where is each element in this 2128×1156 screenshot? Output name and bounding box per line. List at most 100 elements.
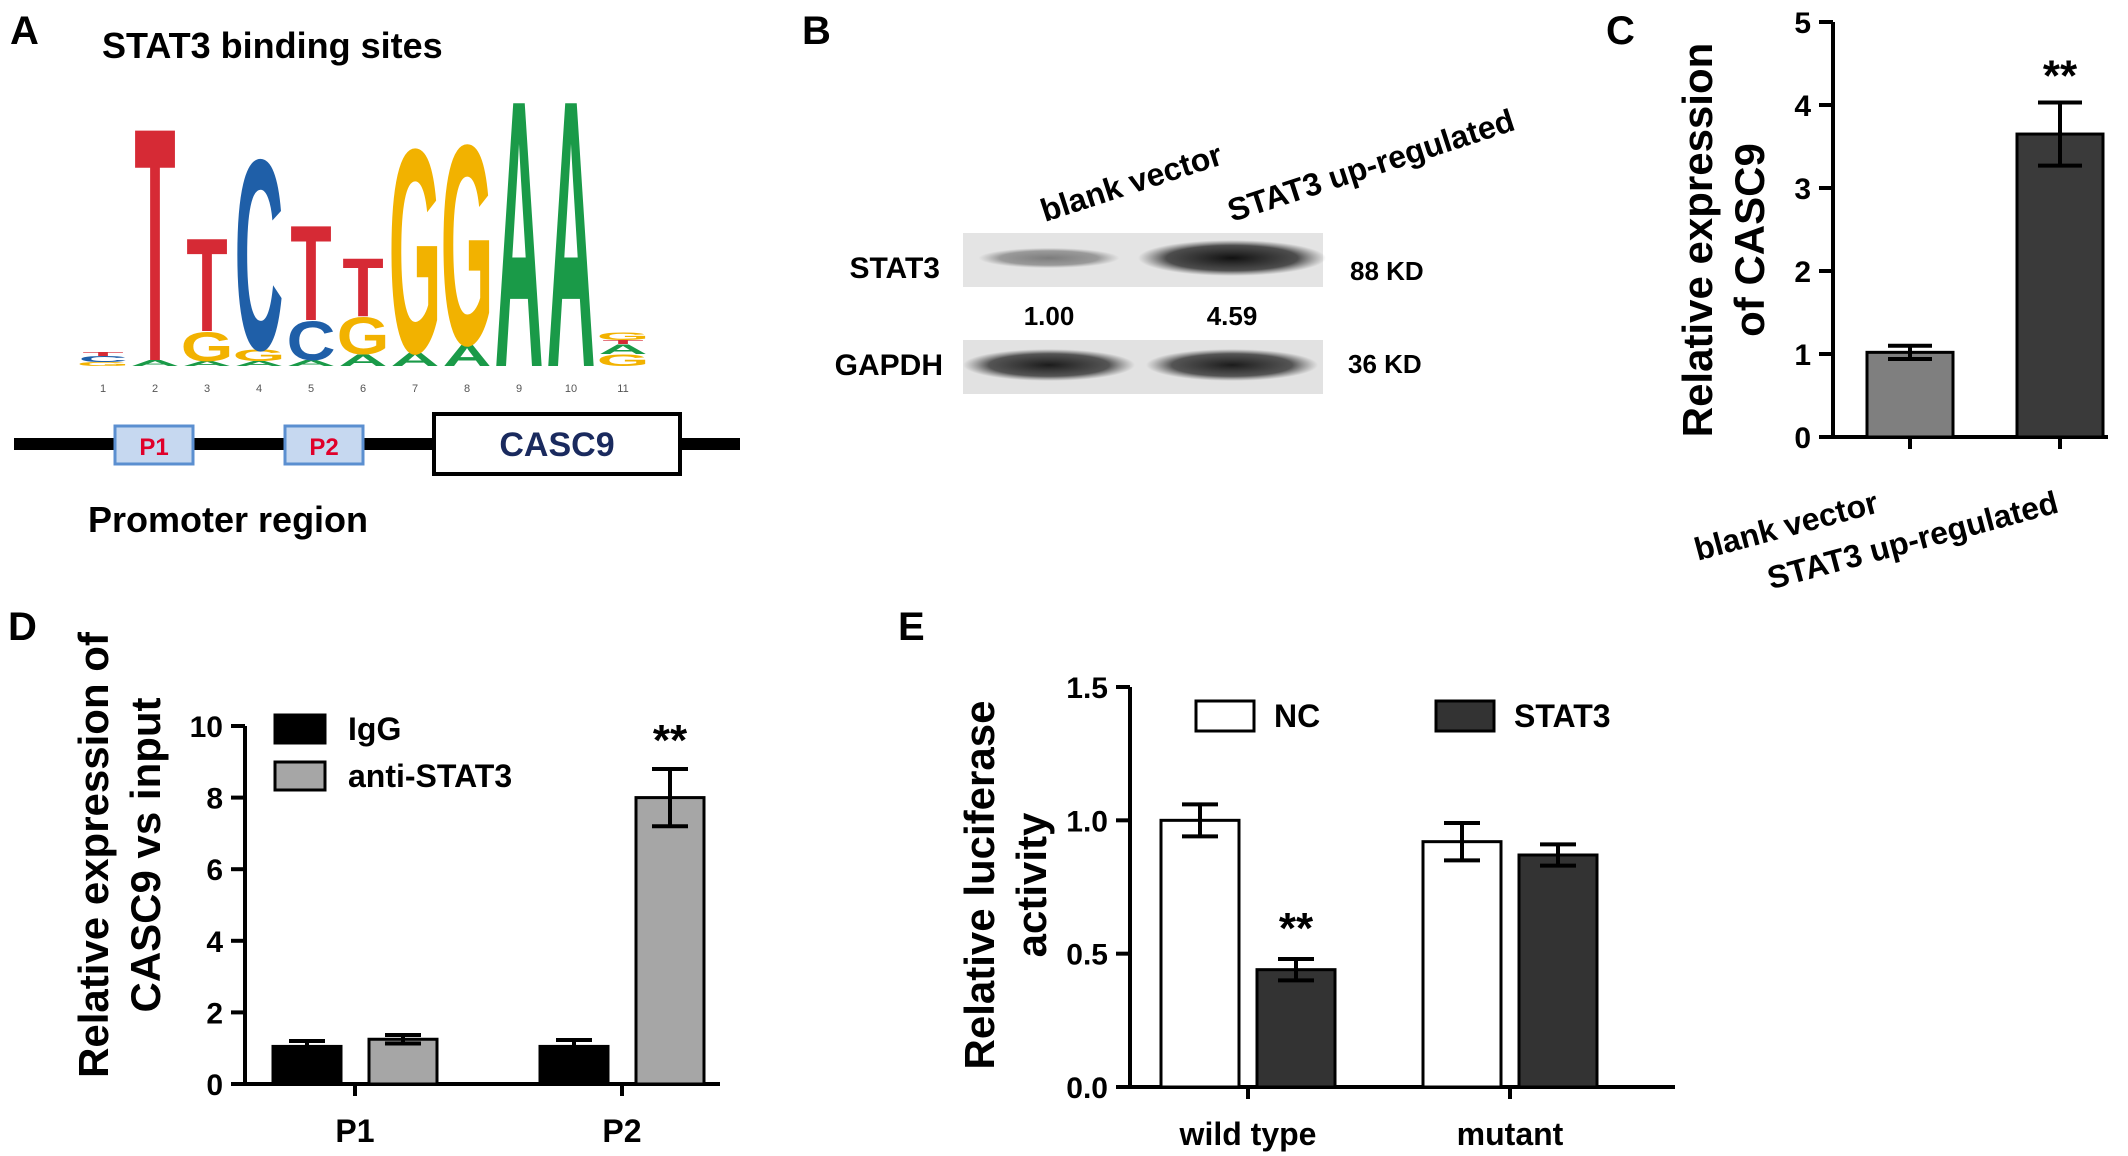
logo-letter-T: T — [602, 339, 643, 345]
logo-letter-G: G — [77, 361, 130, 367]
significance-label: ** — [2043, 52, 2078, 101]
blot-band-stat3 — [1138, 240, 1326, 276]
panel-e-bar-chart: E Relative luciferase activity 0.0 0.5 1.0… — [898, 605, 1675, 1152]
significance-label: ** — [1279, 904, 1314, 953]
blot-size-88: 88 KD — [1350, 256, 1424, 286]
logo-position-label: 9 — [516, 383, 522, 395]
panel-d-bar-chart: D Relative expression of CASC9 vs input … — [8, 605, 720, 1149]
panel-b-western-blot: B blank vector STAT3 up-regulated STAT3 … — [802, 9, 1519, 394]
logo-letter-A: A — [495, 22, 544, 448]
y-tick-label: 4 — [1794, 90, 1811, 123]
panel-b-letter: B — [802, 9, 831, 53]
logo-letter-T: T — [342, 241, 383, 334]
chart-d-plot: 0 2 4 6 8 10 ** P1 P2 IgG anti-STAT3 — [190, 711, 720, 1149]
logo-letter-T: T — [186, 211, 227, 360]
logo-letter-G: G — [181, 323, 234, 370]
y-tick-label: 1 — [1794, 339, 1811, 372]
bar — [1159, 818, 1241, 1089]
logo-letter-A: A — [599, 342, 648, 357]
logo-letter-T: T — [82, 351, 123, 357]
logo-position-label: 2 — [152, 383, 158, 395]
logo-letter-T: T — [290, 197, 331, 349]
logo-letter-C: C — [235, 103, 284, 408]
promoter-region-label: Promoter region — [88, 499, 368, 540]
y-tick-label: 4 — [206, 926, 223, 959]
panel-c-bar-chart: C Relative expression of CASC9 012345**b… — [1606, 7, 2108, 596]
chart-e-plot: 0.0 0.5 1.0 1.5 ** wild type mutant NC STAT3 — [1066, 672, 1675, 1152]
y-tick-label: 1.5 — [1066, 672, 1108, 705]
chart-c-ylabel-line2: of CASC9 — [1726, 143, 1773, 337]
panel-a-title: STAT3 binding sites — [102, 25, 443, 66]
blot-quant-1: 1.00 — [1024, 301, 1075, 331]
panel-a-letter: A — [10, 9, 39, 53]
bar — [367, 1037, 439, 1086]
blot-band-stat3 — [978, 247, 1120, 269]
gene-casc9-box — [432, 412, 682, 476]
logo-position-label: 5 — [308, 383, 314, 395]
logo-letter-A: A — [131, 359, 180, 368]
legend-label: IgG — [348, 711, 401, 747]
chart-e-ylabel-line2: activity — [1008, 812, 1055, 957]
blot-band-gapdh — [963, 349, 1135, 381]
y-tick-label: 0.0 — [1066, 1072, 1108, 1105]
logo-position-label: 7 — [412, 383, 418, 395]
logo-letter-T: T — [134, 58, 175, 431]
region-p2-label: P2 — [309, 434, 338, 461]
region-p1-label: P1 — [139, 434, 168, 461]
y-tick-label: 0.5 — [1066, 939, 1108, 972]
logo-position-axis: 1 2 3 4 5 6 7 8 9 10 11 — [100, 383, 629, 395]
legend-swatch — [1434, 699, 1496, 733]
bar — [2015, 132, 2105, 439]
logo-letter-C: C — [287, 311, 336, 373]
legend-swatch — [273, 760, 327, 792]
legend-swatch — [1194, 699, 1256, 733]
y-tick-label: 10 — [190, 711, 223, 744]
logo-letter-G: G — [441, 87, 494, 406]
blot-row-gapdh: GAPDH — [835, 349, 943, 382]
gene-casc9-label: CASC9 — [499, 426, 614, 464]
chart-e-ylabel-line1: Relative luciferase — [956, 701, 1003, 1070]
logo-letter-A: A — [391, 348, 440, 370]
region-p2-box — [283, 424, 365, 466]
logo-position-label: 1 — [100, 383, 106, 395]
region-p1-box — [113, 424, 195, 466]
logo-position-label: 3 — [204, 383, 210, 395]
logo-position-label: 8 — [464, 383, 470, 395]
x-tick-label: P1 — [335, 1113, 374, 1149]
bar — [1255, 968, 1337, 1089]
logo-letter-G: G — [389, 87, 442, 414]
blot-row-stat3: STAT3 — [849, 252, 940, 285]
x-tick-label: wild type — [1179, 1116, 1317, 1152]
blot-band-gapdh — [1146, 349, 1318, 381]
logo-position-label: 10 — [565, 383, 577, 395]
logo-letter-G: G — [597, 330, 650, 342]
legend-label: STAT3 — [1514, 698, 1611, 734]
logo-letter-G: G — [337, 306, 390, 365]
x-tick-label: mutant — [1457, 1116, 1564, 1152]
blot-bands — [963, 240, 1326, 381]
panel-c-letter: C — [1606, 9, 1635, 53]
chart-c-ylabel-line1: Relative expression — [1674, 43, 1721, 438]
panel-d-letter: D — [8, 605, 37, 649]
blot-column-stat3-up: STAT3 up-regulated — [1223, 102, 1519, 229]
x-tick-label: P2 — [602, 1113, 641, 1149]
logo-letter-G: G — [597, 351, 650, 370]
panel-e-letter: E — [898, 605, 925, 649]
chart-d-ylabel-line2: CASC9 vs input — [122, 697, 169, 1012]
significance-label: ** — [653, 716, 688, 765]
bar — [538, 1044, 610, 1086]
y-tick-label: 8 — [206, 783, 223, 816]
y-tick-label: 0 — [206, 1069, 223, 1102]
chart-d-ylabel-line1: Relative expression of — [70, 631, 117, 1078]
logo-letter-A: A — [443, 339, 492, 373]
logo-letter-A: A — [547, 22, 596, 448]
logo-position-label: 11 — [617, 383, 628, 395]
bar — [1517, 853, 1599, 1089]
blot-quant-2: 4.59 — [1207, 301, 1258, 331]
y-tick-label: 2 — [1794, 256, 1811, 289]
y-tick-label: 5 — [1794, 7, 1811, 40]
blot-size-36: 36 KD — [1348, 349, 1422, 379]
legend-label: NC — [1274, 698, 1320, 734]
